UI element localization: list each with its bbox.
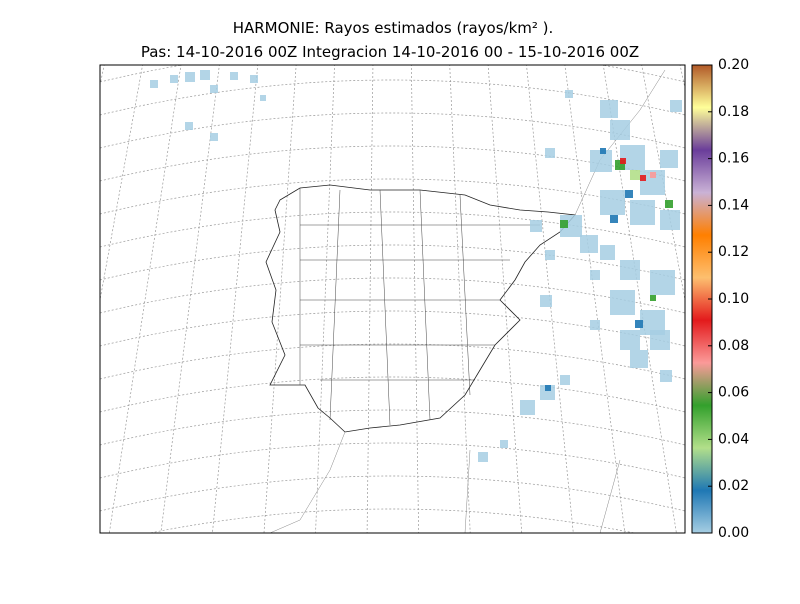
cell xyxy=(185,122,193,130)
cell xyxy=(230,72,238,80)
cell xyxy=(630,170,640,180)
colorbar-tick-label: 0.12 xyxy=(718,244,749,260)
cell xyxy=(600,148,606,154)
cell xyxy=(565,90,573,98)
cell xyxy=(545,385,551,391)
cell xyxy=(560,375,570,385)
cell xyxy=(185,72,195,82)
graticule-line xyxy=(100,65,143,302)
map xyxy=(100,65,685,533)
cell xyxy=(590,150,612,172)
cell xyxy=(590,270,600,280)
colorbar-tick-label: 0.08 xyxy=(718,338,749,354)
cell xyxy=(600,100,618,118)
cell xyxy=(500,440,508,448)
colorbar-tick-label: 0.16 xyxy=(718,151,749,167)
cell xyxy=(478,452,488,462)
graticule-line xyxy=(108,65,182,533)
cell xyxy=(630,350,648,368)
cell xyxy=(610,215,618,223)
cell xyxy=(210,85,218,93)
cell xyxy=(640,175,646,181)
lightning-cells xyxy=(150,70,682,462)
colorbar-tick-label: 0.14 xyxy=(718,197,749,213)
cell xyxy=(560,220,568,228)
cell xyxy=(660,370,672,382)
graticule-line xyxy=(263,65,297,533)
cell xyxy=(635,320,643,328)
cell xyxy=(540,295,552,307)
colorbar-tick-label: 0.06 xyxy=(718,385,749,401)
chart-title: HARMONIE: Rayos estimados (rayos/km² ). xyxy=(233,19,554,37)
map-frame xyxy=(99,64,686,534)
cell xyxy=(210,133,218,141)
cell xyxy=(650,330,670,350)
cell xyxy=(625,190,633,198)
cell xyxy=(540,385,555,400)
colorbar-tick-label: 0.10 xyxy=(718,291,749,307)
cell xyxy=(150,80,158,88)
cell xyxy=(650,172,656,178)
cell xyxy=(545,250,555,260)
cell xyxy=(590,320,600,330)
cell xyxy=(660,210,680,230)
cell xyxy=(660,150,678,168)
graticule-line xyxy=(212,65,259,533)
cell xyxy=(170,75,178,83)
cell xyxy=(630,200,655,225)
colorbar-tick-label: 0.18 xyxy=(718,104,749,120)
cell xyxy=(600,190,625,215)
province-borders xyxy=(299,188,540,426)
colorbar-tick-label: 0.02 xyxy=(718,478,749,494)
colorbar-tick-label: 0.20 xyxy=(718,57,749,73)
cell xyxy=(580,235,598,253)
cell xyxy=(615,160,625,170)
cell xyxy=(620,330,640,350)
cell xyxy=(650,270,675,295)
graticule-line xyxy=(564,65,626,533)
cell xyxy=(260,95,266,101)
cell xyxy=(200,70,210,80)
cell xyxy=(520,400,535,415)
cell xyxy=(610,290,635,315)
cell xyxy=(545,148,555,158)
cell xyxy=(670,100,682,112)
graticule-line xyxy=(487,65,523,533)
cell xyxy=(250,75,258,83)
colorbar-tick-label: 0.00 xyxy=(718,525,749,541)
colorbar-tick-label: 0.04 xyxy=(718,431,749,447)
cell xyxy=(610,120,630,140)
cell xyxy=(600,245,615,260)
cell xyxy=(650,295,656,301)
chart-subtitle: Pas: 14-10-2016 00Z Integracion 14-10-20… xyxy=(141,43,639,61)
cell xyxy=(530,220,542,232)
graticule-line xyxy=(641,65,685,302)
cell xyxy=(665,200,673,208)
cell xyxy=(620,260,640,280)
iberia-outline xyxy=(265,184,576,433)
cell xyxy=(620,158,626,164)
